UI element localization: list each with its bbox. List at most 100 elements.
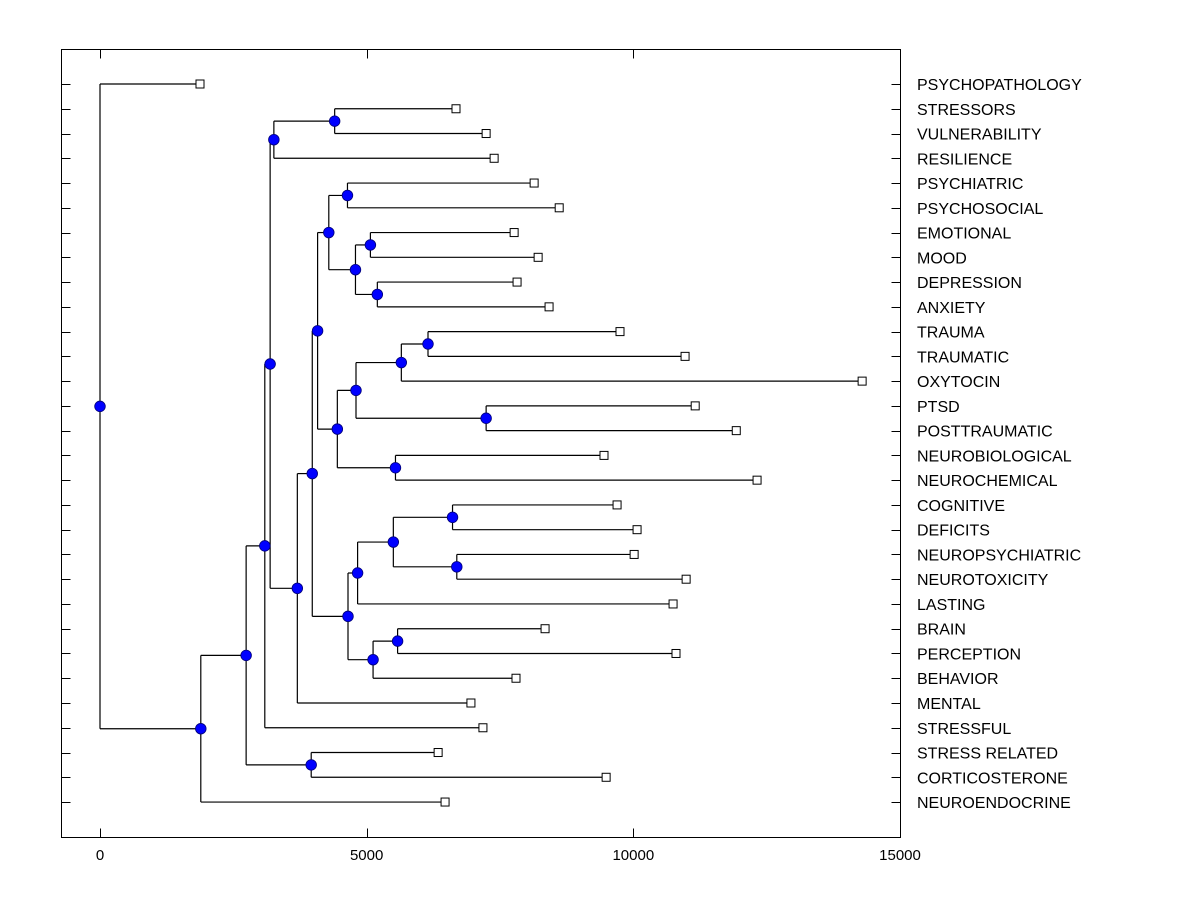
cluster-node bbox=[264, 358, 276, 370]
leaf-marker bbox=[509, 228, 519, 238]
leaf-markers bbox=[195, 79, 867, 807]
cluster-node bbox=[306, 467, 318, 480]
leaf-label: LASTING bbox=[917, 597, 985, 614]
x-tick-labels: 0 5000 10000 15000 bbox=[96, 847, 921, 864]
leaf-label: POSTTRAUMATIC bbox=[917, 424, 1053, 441]
cluster-node bbox=[349, 264, 362, 276]
cluster-node bbox=[291, 582, 304, 594]
leaf-label: CORTICOSTERONE bbox=[917, 770, 1068, 787]
leaf-label: STRESS RELATED bbox=[917, 746, 1058, 763]
leaf-marker bbox=[481, 129, 491, 139]
leaf-marker bbox=[466, 698, 476, 708]
leaf-marker bbox=[544, 302, 554, 312]
leaf-label: PSYCHOPATHOLOGY bbox=[917, 77, 1082, 94]
leaf-label: TRAUMATIC bbox=[917, 349, 1009, 366]
leaf-label: BRAIN bbox=[917, 622, 966, 639]
leaf-label: DEPRESSION bbox=[917, 275, 1022, 292]
leaf-marker bbox=[632, 525, 642, 535]
leaf-marker bbox=[511, 673, 521, 683]
leaf-marker bbox=[612, 500, 622, 510]
leaf-marker bbox=[489, 153, 499, 163]
leaf-marker bbox=[512, 277, 522, 287]
cluster-node bbox=[367, 653, 379, 666]
cluster-node bbox=[305, 759, 317, 771]
cluster-node bbox=[351, 567, 364, 579]
cluster-node bbox=[328, 115, 341, 127]
x-tick-label: 15000 bbox=[879, 847, 921, 864]
leaf-label: OXYTOCIN bbox=[917, 374, 1000, 391]
leaf-marker bbox=[615, 327, 625, 337]
leaf-label: PSYCHIATRIC bbox=[917, 176, 1023, 193]
leaf-marker bbox=[671, 648, 681, 658]
leaf-marker bbox=[601, 772, 611, 782]
leaf-label: PSYCHOSOCIAL bbox=[917, 201, 1043, 218]
leaf-marker bbox=[533, 252, 543, 262]
leaf-label: VULNERABILITY bbox=[917, 127, 1042, 144]
leaf-marker bbox=[540, 624, 550, 634]
leaf-labels: PSYCHOPATHOLOGY STRESSORS VULNERABILITY RES… bbox=[917, 77, 1082, 812]
leaf-label: COGNITIVE bbox=[917, 498, 1005, 515]
leaf-label: NEUROCHEMICAL bbox=[917, 473, 1058, 490]
node-markers bbox=[94, 115, 492, 771]
axis-ticks bbox=[61, 49, 901, 838]
leaf-label: DEFICITS bbox=[917, 523, 990, 540]
leaf-marker bbox=[599, 450, 609, 460]
cluster-node bbox=[350, 384, 362, 397]
leaf-label: NEUROENDOCRINE bbox=[917, 795, 1071, 812]
cluster-node bbox=[341, 189, 354, 202]
leaf-marker bbox=[680, 351, 690, 361]
plot-frame bbox=[61, 49, 901, 838]
cluster-node bbox=[422, 338, 434, 350]
leaf-label: RESILIENCE bbox=[917, 151, 1012, 168]
leaf-marker bbox=[433, 748, 443, 758]
cluster-node bbox=[195, 723, 207, 735]
leaf-label: NEUROBIOLOGICAL bbox=[917, 448, 1072, 465]
leaf-label: STRESSORS bbox=[917, 102, 1016, 119]
leaf-marker bbox=[629, 549, 639, 559]
cluster-node bbox=[389, 462, 402, 474]
cluster-node bbox=[240, 649, 252, 662]
leaf-label: TRAUMA bbox=[917, 325, 985, 342]
leaf-marker bbox=[451, 104, 461, 114]
x-tick-label: 5000 bbox=[350, 847, 383, 864]
leaf-marker bbox=[857, 376, 867, 386]
cluster-node bbox=[331, 423, 344, 435]
leaf-label: STRESSFUL bbox=[917, 721, 1011, 738]
cluster-node bbox=[364, 239, 377, 251]
cluster-node bbox=[311, 325, 324, 337]
leaf-label: BEHAVIOR bbox=[917, 671, 999, 688]
cluster-node bbox=[387, 536, 400, 548]
leaf-marker bbox=[529, 178, 539, 188]
cluster-node bbox=[446, 511, 459, 524]
leaf-marker bbox=[478, 723, 488, 733]
cluster-node bbox=[259, 540, 271, 552]
leaf-marker bbox=[440, 797, 450, 807]
x-tick-label: 10000 bbox=[612, 847, 654, 864]
leaf-label: EMOTIONAL bbox=[917, 226, 1011, 243]
cluster-node bbox=[391, 635, 404, 647]
leaf-marker bbox=[668, 599, 678, 609]
leaf-label: ANXIETY bbox=[917, 300, 986, 317]
leaf-marker bbox=[690, 401, 700, 411]
leaf-marker bbox=[554, 203, 564, 213]
leaf-label: NEUROTOXICITY bbox=[917, 572, 1049, 589]
leaf-marker bbox=[731, 426, 741, 436]
branches bbox=[99, 83, 863, 803]
cluster-node bbox=[342, 610, 354, 623]
cluster-node bbox=[480, 412, 492, 424]
cluster-node bbox=[323, 226, 335, 239]
x-tick-label: 0 bbox=[96, 847, 104, 864]
leaf-label: MOOD bbox=[917, 250, 967, 267]
cluster-node bbox=[268, 134, 280, 146]
leaf-label: PERCEPTION bbox=[917, 646, 1021, 663]
cluster-node bbox=[451, 561, 463, 573]
leaf-label: NEUROPSYCHIATRIC bbox=[917, 547, 1081, 564]
leaf-marker bbox=[681, 574, 691, 584]
cluster-node bbox=[94, 400, 106, 413]
leaf-label: MENTAL bbox=[917, 696, 981, 713]
leaf-marker bbox=[752, 475, 762, 485]
leaf-marker bbox=[195, 79, 205, 89]
cluster-node bbox=[371, 288, 384, 301]
leaf-label: PTSD bbox=[917, 399, 960, 416]
